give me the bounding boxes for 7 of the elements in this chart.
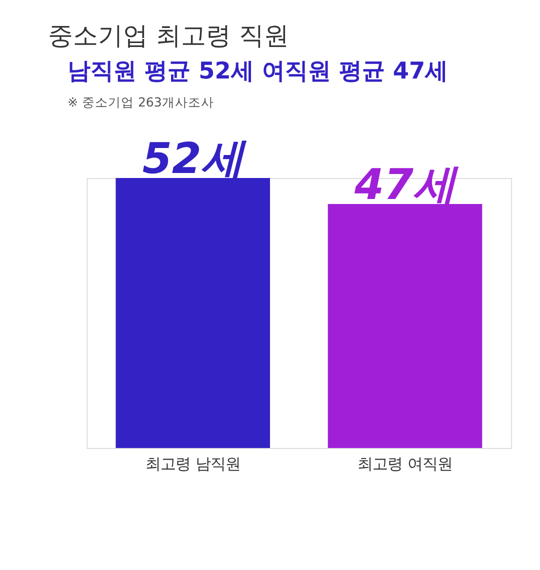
data-label: 52세 [142,135,248,184]
x-tick-label: 최고령 여직원 [358,454,452,473]
chart-title: 중소기업 최고령 직원 [48,20,290,50]
data-label: 47세 [353,161,460,210]
chart-subtitle: 남직원 평균 52세 여직원 평균 47세 [68,58,448,85]
x-tick-label: 최고령 남직원 [145,454,240,473]
text: ※ 중소기업 263개사조사 [68,94,214,110]
